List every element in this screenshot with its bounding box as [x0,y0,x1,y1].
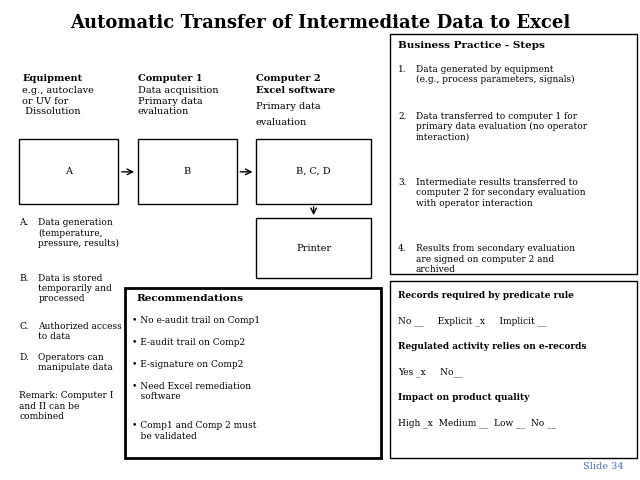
Text: • No e-audit trail on Comp1: • No e-audit trail on Comp1 [132,316,260,325]
Bar [390,281,637,458]
Text: Business Practice - Steps: Business Practice - Steps [398,41,545,50]
Text: Data is stored
temporarily and
processed: Data is stored temporarily and processed [38,274,112,303]
Text: evaluation: evaluation [256,118,307,127]
Text: Records required by predicate rule: Records required by predicate rule [398,291,574,300]
Text: Slide 34: Slide 34 [584,462,624,471]
Bar [138,139,237,204]
Text: • Need Excel remediation
   software: • Need Excel remediation software [132,382,252,401]
Text: Recommendations: Recommendations [136,294,243,303]
Text: Authorized access
to data: Authorized access to data [38,322,122,341]
Text: Automatic Transfer of Intermediate Data to Excel: Automatic Transfer of Intermediate Data … [70,14,570,33]
Text: D.: D. [19,353,29,362]
Text: Yes _x     No__: Yes _x No__ [398,368,463,377]
Text: 1.: 1. [398,65,406,74]
Text: A.: A. [19,218,29,228]
Text: Data generation
(temperature,
pressure, results): Data generation (temperature, pressure, … [38,218,120,249]
Text: Printer: Printer [296,244,331,253]
Text: High _x  Medium __  Low __  No __: High _x Medium __ Low __ No __ [398,419,556,428]
Text: Regulated activity relies on e-records: Regulated activity relies on e-records [398,342,586,351]
Text: No __     Explicit _x     Implicit __: No __ Explicit _x Implicit __ [398,317,547,326]
Text: 3.: 3. [398,178,406,187]
Text: • Comp1 and Comp 2 must
   be validated: • Comp1 and Comp 2 must be validated [132,421,257,441]
Text: Primary data: Primary data [256,102,321,111]
Text: e.g., autoclave
or UV for
 Dissolution: e.g., autoclave or UV for Dissolution [22,86,94,116]
Text: Remark: Computer I
and II can be
combined: Remark: Computer I and II can be combine… [19,391,113,421]
Bar [390,34,637,274]
Text: Operators can
manipulate data: Operators can manipulate data [38,353,113,372]
Text: Computer 1: Computer 1 [138,74,202,84]
Text: B, C, D: B, C, D [296,167,331,176]
Text: Results from secondary evaluation
are signed on computer 2 and
archived: Results from secondary evaluation are si… [416,244,575,274]
Text: B.: B. [19,274,29,283]
Text: Data transferred to computer 1 for
primary data evaluation (no operator
interact: Data transferred to computer 1 for prima… [416,112,587,142]
Bar [256,139,371,204]
Text: Impact on product quality: Impact on product quality [398,393,529,402]
Text: Computer 2: Computer 2 [256,74,321,84]
Text: Data acquisition
Primary data
evaluation: Data acquisition Primary data evaluation [138,86,218,116]
Text: Equipment: Equipment [22,74,83,84]
Text: 2.: 2. [398,112,406,121]
Text: Intermediate results transferred to
computer 2 for secondary evaluation
with ope: Intermediate results transferred to comp… [416,178,586,208]
Bar [256,218,371,278]
Bar [19,139,118,204]
Text: C.: C. [19,322,29,331]
Text: A: A [65,167,72,176]
Text: • E-signature on Comp2: • E-signature on Comp2 [132,360,244,369]
Text: Excel software: Excel software [256,86,335,96]
Text: B: B [184,167,191,176]
Text: 4.: 4. [398,244,406,253]
Text: • E-audit trail on Comp2: • E-audit trail on Comp2 [132,338,246,347]
Text: Data generated by equipment
(e.g., process parameters, signals): Data generated by equipment (e.g., proce… [416,65,575,84]
Bar [125,288,381,458]
